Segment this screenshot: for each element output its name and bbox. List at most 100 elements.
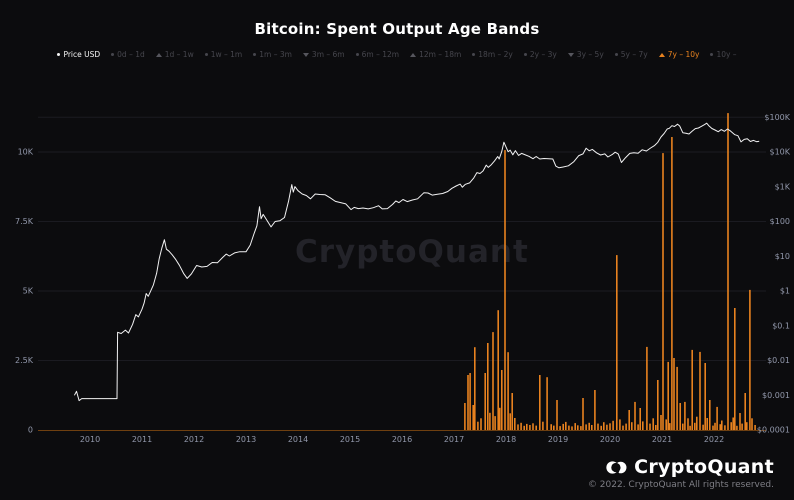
band-bar-7y-10y <box>673 358 675 430</box>
band-bar-7y-10y <box>504 150 506 430</box>
right-axis-tick-label: $1 <box>780 287 790 296</box>
band-bar-7y-10y <box>467 375 469 430</box>
band-bar-7y-10y <box>514 418 516 430</box>
right-axis-tick-label: $0.0001 <box>757 426 790 435</box>
band-bar-7y-10y <box>682 423 684 430</box>
band-bar-7y-10y <box>732 417 734 430</box>
footer-brand: CryptoQuant <box>634 456 774 478</box>
legend-item-5y-7y[interactable]: 5y – 7y <box>614 50 648 59</box>
band-bar-7y-10y <box>474 347 476 430</box>
legend-item-label: 3y – 5y <box>576 50 604 59</box>
footer-brand-row: CryptoQuant <box>588 456 774 478</box>
band-bar-7y-10y <box>676 366 678 430</box>
band-bar-7y-10y <box>642 421 644 430</box>
chart-title: Bitcoin: Spent Output Age Bands <box>254 20 540 38</box>
footer-copyright: © 2022. CryptoQuant All rights reserved. <box>587 480 774 490</box>
band-bar-7y-10y <box>535 425 537 430</box>
legend-item-1w-1m[interactable]: 1w – 1m <box>204 50 242 59</box>
band-bar-7y-10y <box>594 390 596 430</box>
band-bar-7y-10y <box>652 418 654 430</box>
band-bar-7y-10y <box>507 352 509 430</box>
band-bar-7y-10y <box>556 400 558 430</box>
band-bar-7y-10y <box>671 137 673 430</box>
down-marker-icon <box>302 52 309 57</box>
band-bar-7y-10y <box>606 424 608 430</box>
band-bar-7y-10y <box>580 426 582 430</box>
band-bar-7y-10y <box>730 422 732 430</box>
x-axis-tick-label: 2011 <box>132 435 152 444</box>
band-bar-7y-10y <box>497 310 499 430</box>
band-bar-7y-10y <box>625 423 627 430</box>
band-bar-7y-10y <box>724 425 726 430</box>
dot-marker-icon <box>57 53 61 56</box>
band-bar-7y-10y <box>655 425 657 430</box>
legend-item-2y-3y[interactable]: 2y – 3y <box>523 50 557 59</box>
band-bar-7y-10y <box>662 153 664 430</box>
band-bar-7y-10y <box>494 416 496 430</box>
legend-item-3m-6m[interactable]: 3m – 6m <box>302 50 345 59</box>
legend-item-price-usd[interactable]: Price USD <box>57 50 100 59</box>
right-axis-tick-label: $10 <box>775 252 790 261</box>
right-axis-tick-label: $0.01 <box>767 356 790 365</box>
x-axis-tick-label: 2015 <box>340 435 360 444</box>
right-axis-tick-label: $100 <box>770 217 790 226</box>
legend-item-3y-5y[interactable]: 3y – 5y <box>567 50 604 59</box>
band-bar-7y-10y <box>553 425 555 430</box>
legend-item-label: 1d – 1w <box>164 50 194 59</box>
legend-item-18m-2y[interactable]: 18m – 2y <box>472 50 513 59</box>
x-axis-tick-label: 2013 <box>236 435 256 444</box>
band-bar-7y-10y <box>529 425 531 430</box>
legend-item-0d-1d[interactable]: 0d – 1d <box>111 50 145 59</box>
legend-item-10y[interactable]: 10y – <box>710 50 737 59</box>
right-axis-tick-label: $0.001 <box>762 391 790 400</box>
up-marker-icon <box>410 52 417 57</box>
band-bar-7y-10y <box>649 423 651 430</box>
band-bar-7y-10y <box>699 351 701 430</box>
band-bar-7y-10y <box>477 421 479 430</box>
right-axis-tick-label: $100K <box>764 113 790 122</box>
up-marker-icon <box>155 52 162 57</box>
band-bar-7y-10y <box>716 406 718 430</box>
band-bar-7y-10y <box>499 407 501 430</box>
legend-item-6m-12m[interactable]: 6m – 12m <box>355 50 399 59</box>
band-bar-7y-10y <box>667 361 669 430</box>
band-bar-7y-10y <box>704 363 706 430</box>
legend-item-12m-18m[interactable]: 12m – 18m <box>410 50 461 59</box>
band-bar-7y-10y <box>665 419 667 430</box>
band-bar-7y-10y <box>487 343 489 430</box>
band-bar-7y-10y <box>634 401 636 430</box>
x-axis-tick-label: 2014 <box>288 435 308 444</box>
band-bar-7y-10y <box>637 424 639 430</box>
band-bar-7y-10y <box>526 423 528 430</box>
legend-item-7y-10y[interactable]: 7y – 10y <box>658 50 699 59</box>
band-bar-7y-10y <box>469 373 471 430</box>
band-bar-7y-10y <box>696 416 698 430</box>
band-bar-7y-10y <box>679 403 681 430</box>
dot-marker-icon <box>204 53 208 56</box>
band-bar-7y-10y <box>562 423 564 430</box>
legend-item-1m-3m[interactable]: 1m – 3m <box>253 50 292 59</box>
band-bar-7y-10y <box>568 425 570 430</box>
band-bar-7y-10y <box>609 423 611 430</box>
dot-marker-icon <box>614 53 618 56</box>
band-bar-7y-10y <box>464 403 466 430</box>
price-line <box>73 122 760 402</box>
x-axis-tick-label: 2020 <box>600 435 620 444</box>
band-bar-7y-10y <box>734 308 736 430</box>
legend-item-label: Price USD <box>63 50 101 59</box>
band-bar-7y-10y <box>489 412 491 430</box>
band-bar-7y-10y <box>754 425 756 430</box>
legend-item-label: 0d – 1d <box>117 50 145 59</box>
legend-item-1d-1w[interactable]: 1d – 1w <box>155 50 194 59</box>
footer: CryptoQuant © 2022. CryptoQuant All righ… <box>588 456 774 490</box>
chart-plot-area[interactable]: 10K 7.5K 5K 2.5K 0 $100K $10K $1K $100 $10 $1 $0.1 $… <box>0 0 794 450</box>
down-marker-icon <box>567 52 574 57</box>
band-bar-7y-10y <box>542 421 544 430</box>
cryptoquant-logo-icon <box>606 460 627 474</box>
legend-item-label: 5y – 7y <box>620 50 648 59</box>
band-bar-7y-10y <box>689 425 691 430</box>
band-bar-7y-10y <box>492 332 494 430</box>
up-marker-icon <box>658 52 665 57</box>
band-bar-7y-10y <box>619 419 621 430</box>
